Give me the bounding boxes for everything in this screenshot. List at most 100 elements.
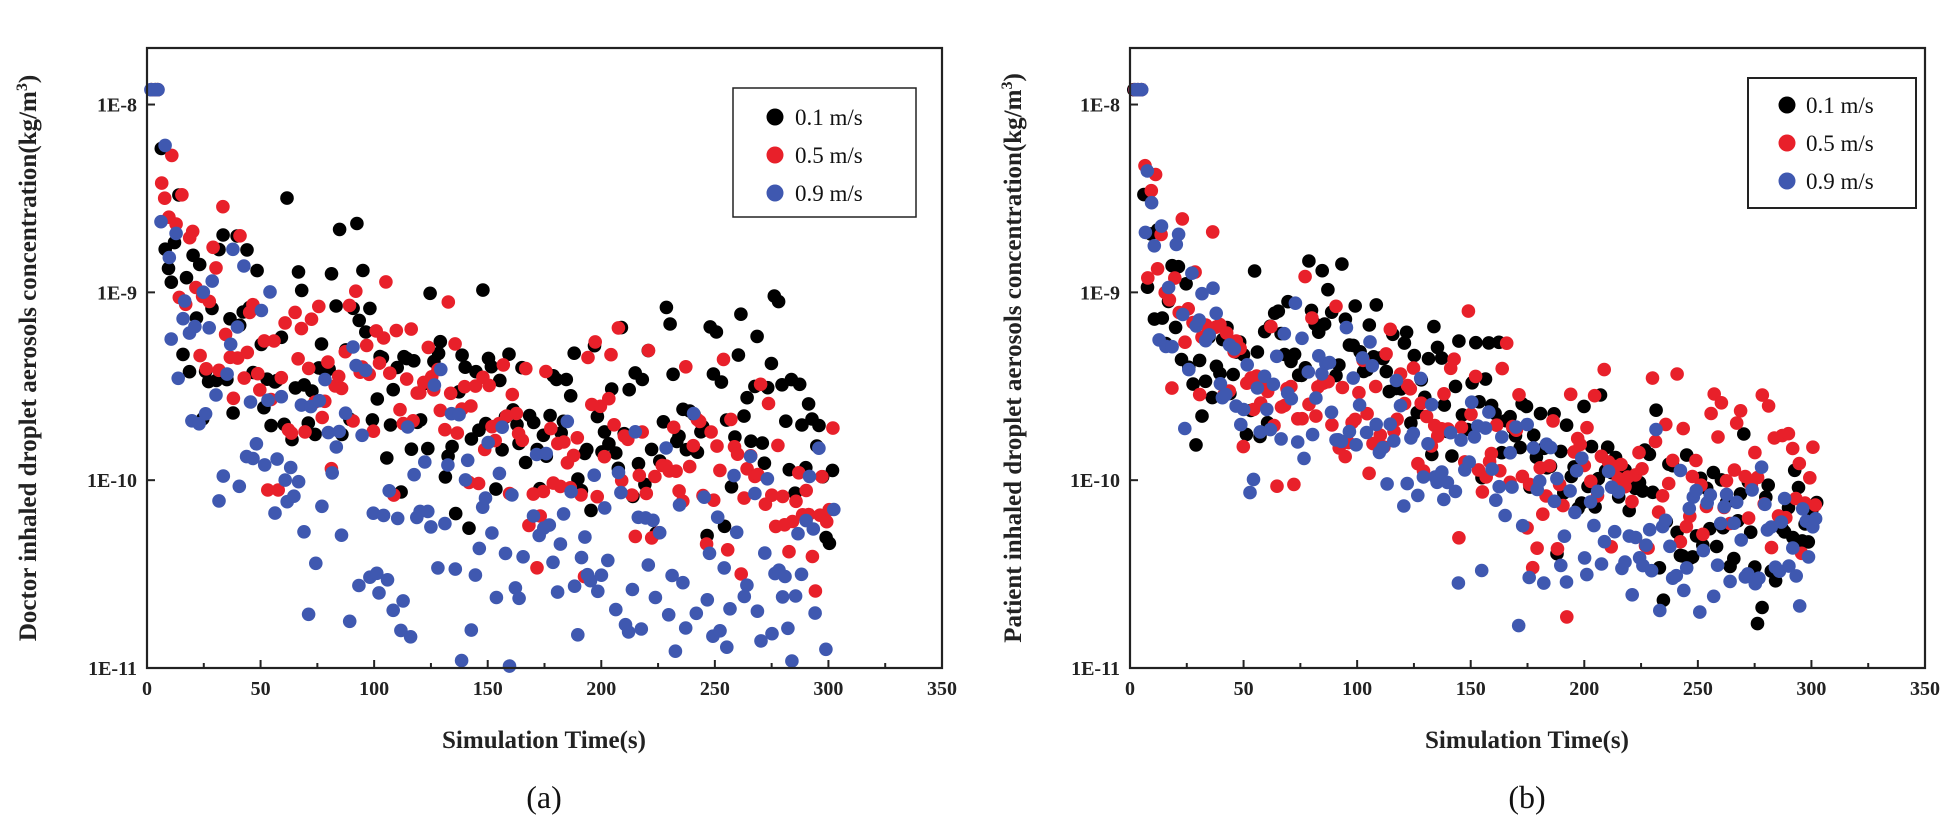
point-a-2 — [812, 441, 826, 456]
point-a-2 — [438, 516, 452, 531]
x-tick-label-a-7: 350 — [927, 678, 957, 700]
tick-labels-b: 0 50 100 150 200 250 300 350 1E-11 1E-10 1E-9 1E-8 — [1070, 95, 1940, 700]
point-b-2 — [1543, 440, 1558, 455]
point-a-2 — [526, 509, 541, 523]
point-a-1 — [457, 379, 472, 394]
point-b-1 — [1348, 412, 1362, 427]
legend-marker-b-2 — [1778, 172, 1796, 190]
point-a-1 — [252, 383, 267, 397]
point-a-0 — [182, 364, 197, 379]
caption-b: (b) — [1508, 779, 1545, 815]
point-b-2 — [1644, 563, 1659, 578]
point-b-0 — [1761, 478, 1775, 493]
point-b-2 — [1764, 520, 1778, 534]
point-a-1 — [206, 240, 220, 255]
point-a-0 — [455, 348, 469, 363]
point-a-1 — [233, 229, 247, 243]
point-a-2 — [342, 614, 357, 629]
point-b-0 — [1437, 398, 1452, 412]
point-a-1 — [216, 199, 230, 214]
point-b-1 — [1550, 542, 1565, 556]
point-b-1 — [1792, 456, 1807, 471]
point-a-0 — [597, 425, 612, 439]
point-a-2 — [452, 407, 466, 422]
point-b-2 — [1597, 534, 1612, 549]
point-b-2 — [1324, 405, 1339, 420]
point-b-2 — [1526, 441, 1541, 455]
point-b-2 — [1734, 533, 1748, 547]
point-b-1 — [1325, 418, 1339, 432]
point-a-0 — [216, 228, 230, 242]
point-b-2 — [1253, 425, 1267, 439]
point-a-2 — [665, 568, 679, 583]
point-b-2 — [1421, 437, 1435, 451]
point-b-2 — [1250, 381, 1265, 395]
legend-label-a-0: 0.1 m/s — [795, 105, 863, 130]
point-b-1 — [1452, 531, 1466, 545]
point-a-2 — [686, 406, 701, 421]
point-a-2 — [164, 332, 178, 346]
point-a-2 — [421, 504, 435, 519]
point-a-2 — [498, 546, 513, 561]
point-b-2 — [1309, 391, 1323, 405]
point-b-1 — [1584, 474, 1598, 489]
point-b-1 — [1665, 453, 1680, 468]
point-b-0 — [1407, 348, 1422, 363]
point-a-2 — [710, 510, 725, 524]
point-a-2 — [278, 473, 293, 487]
point-a-2 — [578, 530, 592, 544]
x-tick-label-a-0: 0 — [142, 678, 152, 700]
point-a-2 — [230, 320, 245, 334]
point-a-0 — [332, 222, 347, 237]
point-b-1 — [1733, 404, 1748, 418]
legend-a: 0.1 m/s 0.5 m/s 0.9 m/s — [732, 87, 917, 218]
point-b-1 — [1379, 347, 1393, 361]
point-b-0 — [1434, 351, 1449, 365]
point-a-1 — [799, 483, 813, 498]
point-a-1 — [544, 421, 558, 436]
point-b-2 — [1754, 460, 1769, 475]
point-b-1 — [1729, 416, 1744, 430]
point-a-0 — [744, 434, 758, 449]
point-a-1 — [359, 338, 374, 353]
point-a-2 — [394, 623, 408, 638]
point-a-1 — [294, 321, 309, 336]
point-a-1 — [443, 386, 458, 401]
point-a-2 — [597, 501, 612, 515]
point-a-0 — [280, 191, 294, 205]
legend-label-b-0: 0.1 m/s — [1806, 93, 1874, 118]
point-b-1 — [1461, 304, 1476, 318]
point-a-2 — [212, 494, 226, 508]
legend-label-b-1: 0.5 m/s — [1806, 131, 1874, 156]
point-b-0 — [1448, 379, 1463, 394]
point-a-0 — [484, 359, 499, 374]
point-b-2 — [1557, 529, 1572, 543]
points-b — [1127, 82, 1824, 633]
point-a-0 — [291, 265, 306, 279]
point-a-2 — [223, 337, 238, 352]
x-axis-title-a: Simulation Time(s) — [442, 727, 646, 754]
point-a-2 — [380, 573, 395, 587]
point-a-2 — [502, 659, 517, 673]
point-a-2 — [564, 484, 578, 499]
point-a-2 — [556, 507, 571, 521]
point-b-1 — [1741, 511, 1756, 525]
point-a-0 — [559, 372, 574, 387]
point-b-1 — [1362, 466, 1376, 481]
legend-b: 0.1 m/s 0.5 m/s 0.9 m/s — [1747, 77, 1917, 209]
point-a-2 — [448, 562, 463, 576]
point-a-1 — [413, 386, 427, 400]
point-a-2 — [720, 640, 734, 654]
point-a-1 — [553, 479, 568, 494]
point-b-2 — [1713, 516, 1728, 531]
point-a-0 — [493, 373, 507, 388]
point-b-1 — [1719, 474, 1734, 488]
point-a-2 — [758, 546, 772, 560]
point-b-2 — [1550, 471, 1564, 486]
point-a-2 — [567, 579, 582, 593]
point-b-2 — [1406, 426, 1421, 441]
point-a-0 — [438, 470, 453, 484]
point-b-0 — [1213, 366, 1227, 381]
point-a-1 — [482, 378, 497, 393]
point-b-2 — [1575, 451, 1589, 466]
